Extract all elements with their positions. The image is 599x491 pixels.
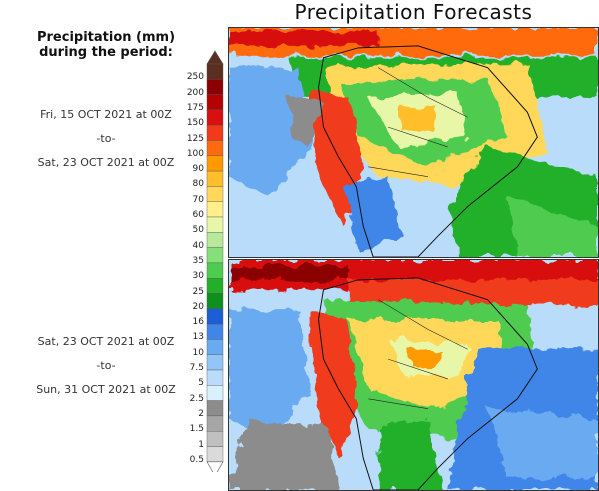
colorbar-label: 30 — [192, 271, 204, 282]
period-1-end: Sat, 23 OCT 2021 at 00Z — [37, 156, 175, 169]
colorbar-label: 13 — [192, 332, 204, 343]
colorbar-swatch — [206, 247, 224, 264]
period-1-separator: -to- — [96, 132, 116, 145]
colorbar-swatch — [206, 293, 224, 310]
colorbar-swatch — [206, 201, 224, 218]
colorbar-swatch — [206, 339, 224, 355]
colorbar-label: 20 — [192, 301, 204, 312]
colorbar-label: 7.5 — [189, 363, 204, 373]
period-2-separator: -to- — [96, 359, 116, 372]
colorbar-label: 175 — [186, 102, 204, 113]
colorbar-swatch — [206, 63, 224, 80]
colorbar-swatch — [206, 308, 224, 325]
colorbar-label: 1 — [198, 439, 204, 450]
period-2-label: Sat, 23 OCT 2021 at 00Z -to- Sun, 31 OCT… — [0, 330, 212, 402]
period-2-end: Sun, 31 OCT 2021 at 00Z — [36, 383, 176, 396]
colorbar-label: 2 — [198, 408, 204, 419]
colorbar-swatches — [206, 50, 224, 477]
colorbar-label: 80 — [192, 179, 204, 190]
colorbar-swatch — [206, 446, 224, 463]
period-1-label: Fri, 15 OCT 2021 at 00Z -to- Sat, 23 OCT… — [0, 103, 212, 175]
colorbar-label: 2.5 — [189, 393, 204, 404]
colorbar-label: 150 — [186, 118, 204, 129]
colorbar-swatch — [206, 354, 224, 371]
colorbar-swatch — [206, 232, 224, 248]
colorbar-swatch — [206, 385, 224, 401]
colorbar-swatch — [206, 155, 224, 172]
legend-title-line1: Precipitation (mm) — [36, 30, 176, 45]
colorbar-top-arrow — [206, 50, 224, 65]
colorbar-swatch — [206, 109, 224, 126]
legend-title: Precipitation (mm) during the period: — [0, 30, 212, 60]
colorbar-swatch — [206, 277, 224, 294]
colorbar-label: 16 — [192, 317, 204, 328]
colorbar-swatch — [206, 369, 224, 386]
colorbar-swatch — [206, 94, 224, 111]
colorbar-bottom-arrow — [206, 461, 224, 477]
colorbar-swatch — [206, 323, 224, 340]
colorbar-swatch — [206, 170, 224, 187]
period-2-start: Sat, 23 OCT 2021 at 00Z — [37, 335, 175, 348]
colorbar-label: 70 — [192, 194, 204, 205]
colorbar-swatch — [206, 186, 224, 202]
colorbar — [206, 50, 224, 477]
colorbar-swatch — [206, 124, 224, 141]
colorbar-label: 40 — [192, 240, 204, 251]
precip-map-2-image — [229, 260, 598, 490]
map-period-2 — [228, 259, 599, 491]
colorbar-swatch — [206, 216, 224, 233]
colorbar-label: 50 — [192, 225, 204, 236]
legend-title-line2: during the period: — [39, 45, 173, 60]
colorbar-swatch — [206, 262, 224, 279]
colorbar-label: 5 — [198, 378, 204, 389]
colorbar-label: 0.5 — [189, 454, 204, 465]
colorbar-label: 90 — [192, 164, 204, 175]
colorbar-label: 60 — [192, 210, 204, 220]
colorbar-label: 125 — [186, 133, 204, 144]
colorbar-swatch — [206, 400, 224, 417]
colorbar-swatch — [206, 431, 224, 447]
colorbar-label: 200 — [186, 87, 204, 98]
colorbar-label: 1.5 — [189, 424, 204, 435]
colorbar-swatch — [206, 79, 224, 95]
precip-map-1-image — [229, 28, 598, 257]
page-title: Precipitation Forecasts — [294, 0, 533, 24]
colorbar-label: 250 — [186, 72, 204, 83]
colorbar-swatch — [206, 140, 224, 157]
colorbar-label: 10 — [192, 347, 204, 358]
colorbar-label: 25 — [192, 286, 204, 297]
colorbar-swatch — [206, 415, 224, 432]
colorbar-label: 35 — [192, 255, 204, 266]
colorbar-label: 100 — [186, 148, 204, 159]
period-1-start: Fri, 15 OCT 2021 at 00Z — [40, 108, 172, 121]
map-period-1 — [228, 27, 599, 258]
